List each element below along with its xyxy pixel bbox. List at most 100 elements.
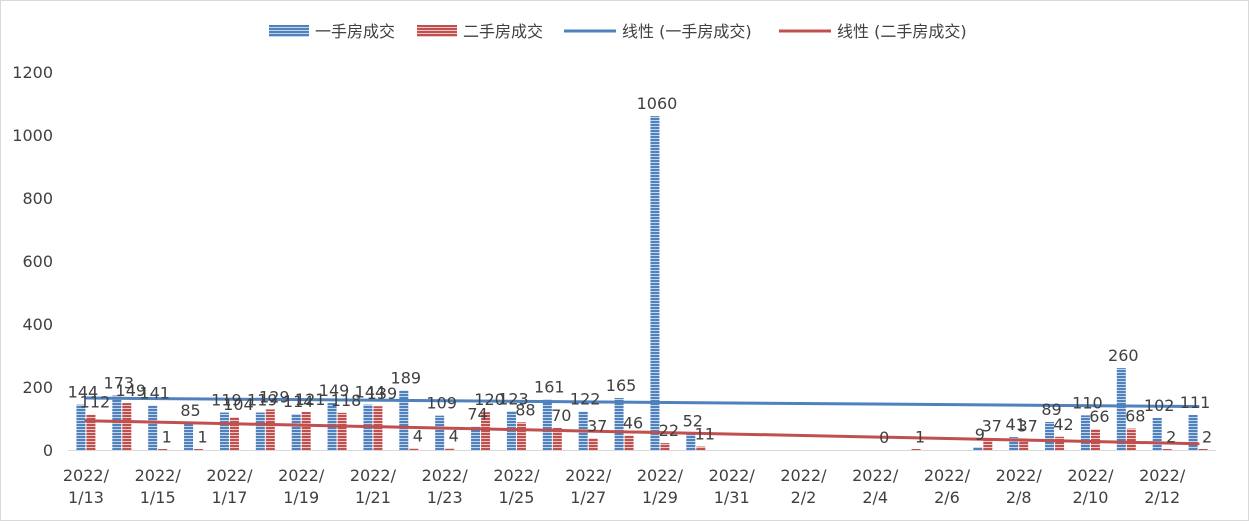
data-label-resale-home: 120: [474, 390, 505, 409]
bar-new-home: [1116, 368, 1126, 450]
y-tick-label: 1000: [12, 126, 53, 145]
data-label-new-home: 109: [426, 394, 457, 413]
data-label-resale-home: 4: [413, 427, 423, 446]
bar-resale-home: [1198, 449, 1208, 450]
bar-resale-home: [1162, 449, 1172, 450]
bar-resale-home: [265, 409, 275, 450]
data-label-new-home: 74: [467, 405, 487, 424]
bar-resale-home: [122, 403, 132, 450]
data-label-resale-home: 11: [695, 425, 715, 444]
y-tick-label: 0: [43, 441, 53, 460]
x-tick-label-year: 2022/: [852, 466, 899, 485]
data-label-resale-home: 1: [162, 428, 172, 447]
data-label-resale-home: 112: [80, 393, 111, 412]
x-axis: 2022/1/13 2022/1/15 2022/1/17 2022/1/19 2022…: [63, 450, 1216, 507]
x-tick-label-year: 2022/: [278, 466, 325, 485]
data-label-resale-home: 37: [587, 416, 607, 435]
x-tick-label-date: 1/15: [140, 488, 176, 507]
x-tick-label-year: 2022/: [206, 466, 253, 485]
bar-resale-home: [588, 438, 598, 450]
data-label-new-home: 173: [104, 374, 135, 393]
data-label-resale-home: 129: [259, 387, 290, 406]
bar-new-home: [219, 412, 229, 450]
data-label-new-home: 1060: [637, 94, 678, 113]
x-tick-label-year: 2022/: [565, 466, 612, 485]
data-label-resale-home: 1: [197, 428, 207, 447]
bar-resale-home: [158, 449, 168, 450]
bar-resale-home: [983, 438, 993, 450]
x-tick-label-date: 1/17: [211, 488, 247, 507]
legend-label: 二手房成交: [463, 22, 543, 41]
trendlines-group: [84, 396, 1200, 446]
x-tick-label-year: 2022/: [780, 466, 827, 485]
data-label-resale-home: 2: [1202, 427, 1212, 446]
data-label-new-home: 110: [1072, 393, 1103, 412]
bar-new-home: [184, 423, 194, 450]
bar-new-home: [435, 415, 445, 450]
bar-resale-home: [1055, 436, 1065, 450]
bar-new-home: [1188, 415, 1198, 450]
data-label-new-home: 122: [570, 390, 601, 409]
data-label-resale-home: 42: [1053, 415, 1073, 434]
x-tick-label-date: 2/8: [1006, 488, 1032, 507]
bar-resale-home: [445, 448, 455, 450]
data-label-resale-home: 22: [659, 421, 679, 440]
data-label-new-home: 9: [975, 425, 985, 444]
bar-resale-home: [86, 414, 96, 450]
x-tick-label-date: 1/19: [283, 488, 319, 507]
bar-new-home: [686, 433, 696, 450]
x-tick-label-year: 2022/: [996, 466, 1043, 485]
data-label-new-home: 161: [534, 377, 565, 396]
bar-resale-home: [1019, 438, 1029, 450]
bar-new-home: [291, 414, 301, 450]
y-tick-label: 800: [22, 189, 53, 208]
legend-label: 一手房成交: [315, 22, 395, 41]
data-label-new-home: 119: [211, 391, 242, 410]
x-tick-label-year: 2022/: [924, 466, 971, 485]
data-label-resale-home: 70: [551, 406, 571, 425]
bar-resale-home: [409, 448, 419, 450]
x-tick-label-year: 2022/: [63, 466, 110, 485]
chart-legend: 一手房成交 二手房成交 线性 (一手房成交) 线性 (二手房成交): [269, 22, 967, 41]
data-label-resale-home: 118: [331, 391, 362, 410]
data-label-new-home: 123: [498, 389, 529, 408]
data-label-resale-home: 68: [1125, 407, 1145, 426]
legend-label: 线性 (二手房成交): [837, 22, 967, 41]
data-label-resale-home: 1: [915, 428, 925, 447]
bar-resale-home: [624, 435, 634, 450]
x-tick-label-year: 2022/: [637, 466, 684, 485]
bar-new-home: [148, 405, 158, 450]
bar-resale-home: [1126, 428, 1136, 450]
x-tick-label-date: 1/27: [570, 488, 606, 507]
x-tick-label-date: 2/4: [862, 488, 888, 507]
data-label-resale-home: 88: [515, 400, 535, 419]
x-tick-label-date: 1/13: [68, 488, 104, 507]
data-label-resale-home: 37: [982, 416, 1002, 435]
bar-new-home: [542, 399, 552, 450]
bar-new-home: [1152, 417, 1162, 450]
bar-new-home: [973, 447, 983, 450]
x-tick-label-date: 2/6: [934, 488, 960, 507]
x-tick-label-year: 2022/: [1067, 466, 1114, 485]
x-tick-label-date: 1/29: [642, 488, 678, 507]
data-label-new-home: 260: [1108, 346, 1139, 365]
data-label-new-home: 102: [1144, 396, 1175, 415]
bar-resale-home: [696, 446, 706, 450]
data-label-new-home: 141: [139, 384, 170, 403]
bar-resale-home: [516, 422, 526, 450]
trendline-resale-home: [84, 419, 1200, 446]
data-label-resale-home: 121: [295, 390, 326, 409]
data-label-new-home: 85: [180, 401, 200, 420]
data-label-resale-home: 4: [449, 427, 459, 446]
y-axis: 0 200 400 600 800 1000 1200: [12, 63, 53, 460]
bar-resale-home: [1090, 429, 1100, 450]
x-tick-label-date: 1/25: [498, 488, 534, 507]
y-tick-label: 1200: [12, 63, 53, 82]
bar-new-home: [255, 412, 265, 450]
data-label-resale-home: 139: [367, 384, 398, 403]
bar-resale-home: [301, 411, 311, 450]
legend-label: 线性 (一手房成交): [622, 22, 752, 41]
